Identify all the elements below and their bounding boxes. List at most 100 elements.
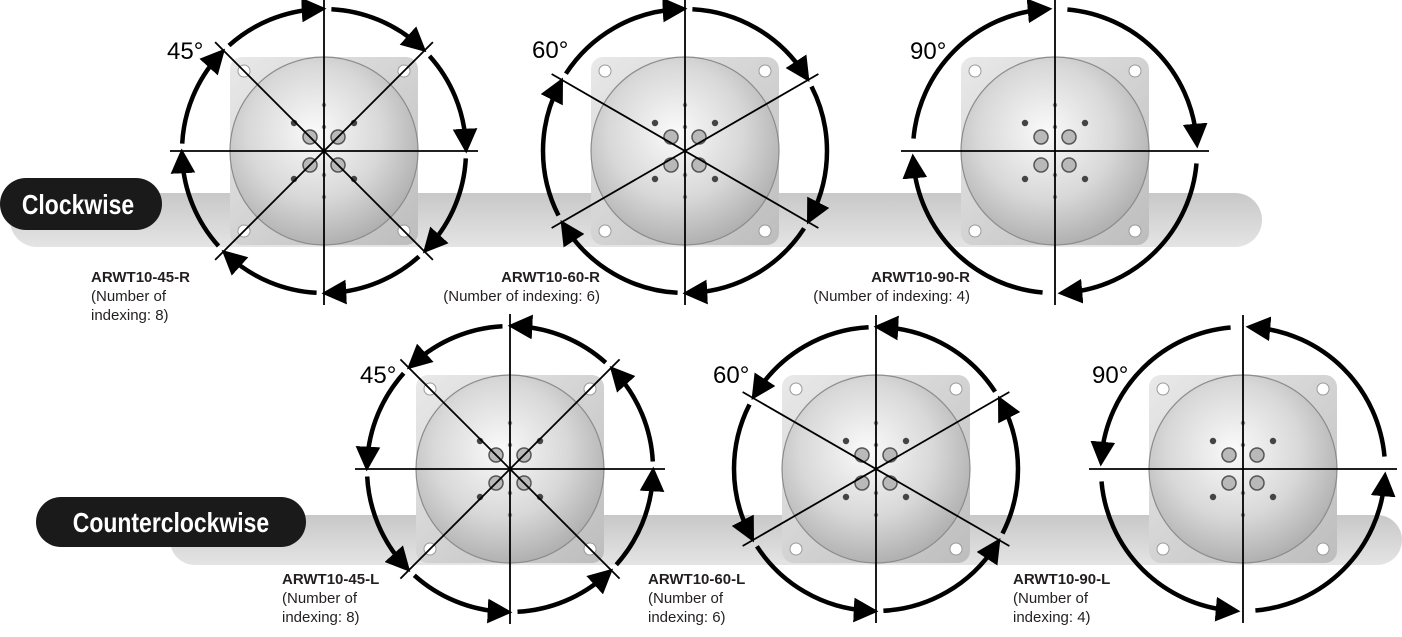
model-name: ARWT10-45-L: [282, 571, 380, 588]
model-name: ARWT10-45-R: [91, 269, 190, 286]
model-caption: ARWT10-45-L (Number of indexing: 8): [282, 570, 379, 627]
rotation-arrow: [682, 227, 806, 305]
model-caption: ARWT10-60-R (Number of indexing: 6): [400, 268, 600, 306]
pin-hole: [902, 493, 910, 501]
rotation-arrow: [427, 54, 478, 154]
mounting-hole: [949, 542, 963, 556]
rotation-arrow: [364, 476, 411, 573]
model-caption: ARWT10-60-L (Number of indexing: 6): [648, 570, 745, 627]
indexing-count: (Number of indexing: 4): [813, 288, 970, 305]
indexing-count: (Number of: [282, 590, 358, 607]
mounting-hole: [968, 64, 982, 78]
indexing-count: indexing: 8): [91, 307, 169, 324]
rotation-arrow: [731, 403, 754, 543]
rotation-arrow: [883, 537, 1001, 614]
rotation-arrow: [179, 48, 226, 144]
rotation-arrow: [507, 314, 608, 365]
mounting-hole: [968, 224, 982, 238]
mounting-hole: [949, 382, 963, 396]
indexing-count: indexing: 4): [1013, 609, 1091, 626]
mounting-hole: [758, 64, 772, 78]
pin-hole: [1081, 119, 1089, 127]
rotation-arrow: [540, 77, 563, 217]
model-caption: ARWT10-90-L (Number of indexing: 4): [1013, 570, 1110, 627]
mounting-hole: [598, 64, 612, 78]
rotation-arrow: [751, 324, 869, 401]
bolt: [1249, 475, 1265, 491]
rotation-arrow: [807, 85, 830, 225]
pin-hole: [842, 437, 850, 445]
rotation-arrow: [902, 153, 1043, 295]
mounting-hole: [1128, 224, 1142, 238]
angle-label: 45°: [360, 362, 396, 389]
indexing-count: indexing: 8): [282, 609, 360, 626]
rotation-arrow: [1090, 325, 1231, 467]
pin-hole: [651, 119, 659, 127]
bolt: [1221, 475, 1237, 491]
angle-label: 60°: [713, 362, 749, 389]
index-table-arwt10-60-l: 60°: [713, 315, 1021, 623]
rotation-arrow: [331, 6, 427, 53]
direction-label-counterclockwise: Counterclockwise: [73, 508, 269, 539]
rotation-arrow: [321, 254, 421, 305]
model-name: ARWT10-90-L: [1013, 571, 1111, 588]
rotation-arrow: [517, 568, 614, 615]
mounting-hole: [789, 542, 803, 556]
rotation-arrow: [170, 148, 221, 248]
angle-label: 60°: [532, 37, 568, 64]
rotation-arrow: [1255, 471, 1396, 613]
pin-hole: [1081, 175, 1089, 183]
index-table-arwt10-60-r: 60°: [532, 0, 830, 305]
index-table-arwt10-45-r: 45°: [167, 0, 478, 305]
rotation-arrow: [1099, 481, 1241, 622]
pin-hole: [1021, 119, 1029, 127]
index-table-arwt10-45-l: 45°: [355, 314, 665, 624]
rotation-arrow: [422, 158, 469, 254]
pin-hole: [711, 119, 719, 127]
bolt: [1249, 447, 1265, 463]
rotation-arrow: [614, 466, 665, 567]
model-caption: ARWT10-90-R (Number of indexing: 4): [770, 268, 970, 306]
pin-hole: [1209, 437, 1217, 445]
rotation-arrow: [609, 365, 656, 462]
pin-hole: [902, 437, 910, 445]
rotation-arrow: [1245, 316, 1387, 457]
indexing-count: (Number of: [91, 288, 167, 305]
pin-hole: [651, 175, 659, 183]
rotation-arrow: [1057, 163, 1199, 304]
pin-hole: [842, 493, 850, 501]
rotation-arrow: [692, 6, 810, 83]
mounting-hole: [1156, 542, 1170, 556]
index-table-arwt10-90-l: 90°: [1089, 315, 1397, 623]
pin-hole: [711, 175, 719, 183]
index-line: [399, 358, 621, 580]
mounting-hole: [598, 224, 612, 238]
index-line: [214, 41, 434, 261]
rotation-arrow: [412, 573, 513, 624]
model-name: ARWT10-60-L: [648, 571, 746, 588]
rotation-arrow: [911, 0, 1053, 139]
rotation-arrow: [1067, 7, 1208, 149]
rotation-arrow: [998, 395, 1021, 535]
angle-label: 90°: [1092, 362, 1128, 389]
index-table-arwt10-90-r: 90°: [901, 0, 1209, 305]
rotation-arrow: [873, 315, 997, 393]
model-name: ARWT10-90-R: [871, 269, 970, 286]
pin-hole: [1269, 437, 1277, 445]
rotation-arrow: [227, 0, 327, 48]
rotation-arrow: [564, 0, 688, 75]
bolt: [1061, 157, 1077, 173]
bolt: [1033, 157, 1049, 173]
mounting-hole: [789, 382, 803, 396]
indexing-count: (Number of indexing: 6): [443, 288, 600, 305]
mounting-hole: [758, 224, 772, 238]
rotation-arrow: [355, 371, 406, 472]
rotation-arrow: [560, 219, 678, 296]
bolt: [1061, 129, 1077, 145]
model-name: ARWT10-60-R: [501, 269, 600, 286]
direction-label-clockwise: Clockwise: [22, 190, 134, 221]
bolt: [1033, 129, 1049, 145]
angle-label: 90°: [910, 38, 946, 65]
mounting-hole: [1128, 64, 1142, 78]
